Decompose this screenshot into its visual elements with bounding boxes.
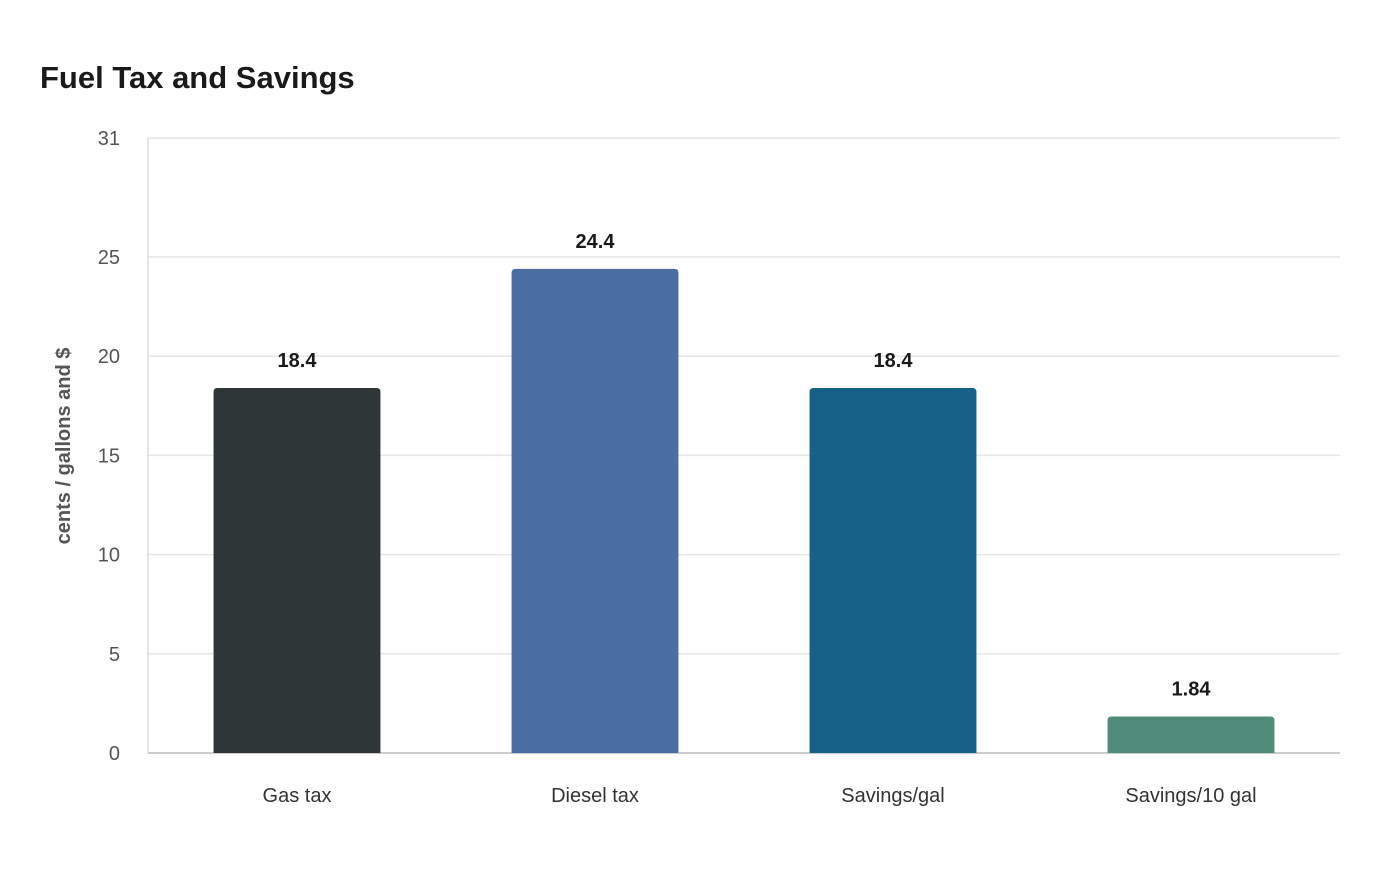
y-tick-label: 20 — [98, 346, 120, 368]
bar — [511, 268, 679, 753]
chart-title: Fuel Tax and Savings — [40, 60, 355, 95]
y-tick-label: 25 — [98, 247, 120, 269]
x-tick-label: Diesel tax — [551, 785, 639, 807]
data-label: 18.4 — [278, 350, 318, 372]
data-label: 1.84 — [1172, 678, 1212, 700]
x-tick-label: Savings/10 gal — [1125, 785, 1256, 807]
bar — [809, 387, 977, 753]
labels: 0 5 10 15 20 25 31 18.4 Gas tax 24.4 Diesel tax 18.… — [98, 128, 1257, 807]
bar — [213, 387, 381, 753]
y-axis-title: cents / gallons and $ — [53, 348, 75, 545]
y-tick-label: 5 — [109, 644, 120, 666]
bar — [1107, 716, 1275, 753]
data-label: 24.4 — [576, 231, 616, 253]
bars — [213, 268, 1275, 753]
x-tick-label: Gas tax — [263, 785, 332, 807]
y-tick-label: 31 — [98, 128, 120, 150]
data-label: 18.4 — [874, 350, 914, 372]
y-tick-label: 15 — [98, 445, 120, 467]
x-tick-label: Savings/gal — [841, 785, 944, 807]
y-tick-label: 10 — [98, 545, 120, 567]
y-tick-label: 0 — [109, 743, 120, 765]
